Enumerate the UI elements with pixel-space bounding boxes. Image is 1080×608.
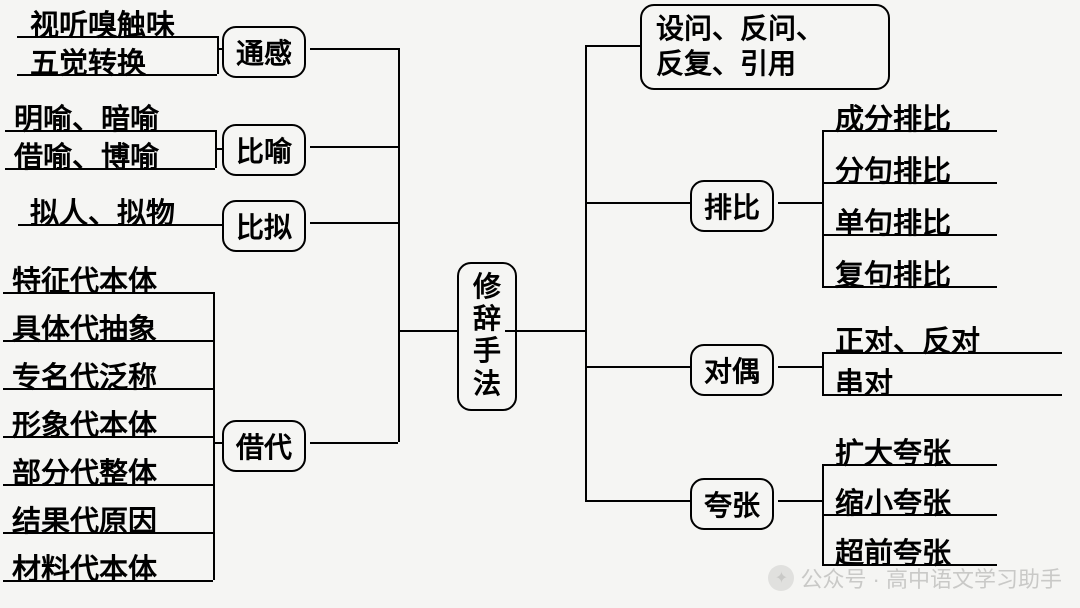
center-char-2: 辞 <box>473 304 501 336</box>
h-center-to-right <box>505 330 585 332</box>
node-jiedai-label: 借代 <box>236 426 292 466</box>
h-to-kuazhang <box>585 500 690 502</box>
underline-paibi-3 <box>822 234 997 236</box>
center-char-4: 法 <box>473 369 501 401</box>
v-left-bus <box>398 48 400 442</box>
underline-paibi-2 <box>822 182 997 184</box>
node-jiedai: 借代 <box>222 420 306 472</box>
v-right-bus <box>585 45 587 500</box>
h-to-righttop <box>585 45 640 47</box>
underline-tonggan-2 <box>17 74 217 76</box>
underline-biyu-2 <box>5 168 215 170</box>
bracket-jiedai-v <box>213 292 215 580</box>
underline-duiou-2 <box>822 394 1062 396</box>
underline-jiedai-5 <box>3 484 213 486</box>
underline-tonggan-1 <box>17 36 217 38</box>
h-biyu-out <box>310 146 398 148</box>
underline-jiedai-7 <box>3 580 213 582</box>
bracket-kuazhang-v <box>822 464 824 564</box>
underline-kuazhang-1 <box>822 464 997 466</box>
underline-jiedai-6 <box>3 532 213 534</box>
node-biyu: 比喻 <box>222 124 306 176</box>
conn-paibi-leaf <box>778 202 822 204</box>
underline-jiedai-3 <box>3 388 213 390</box>
wechat-icon: ✦ <box>768 565 794 591</box>
underline-jiedai-2 <box>3 340 213 342</box>
node-tonggan: 通感 <box>222 26 306 78</box>
h-left-to-center <box>398 330 457 332</box>
conn-kuazhang-leaf <box>778 500 822 502</box>
underline-paibi-1 <box>822 130 997 132</box>
conn-tonggan-leaf <box>217 48 222 50</box>
center-node: 修 辞 手 法 <box>457 262 517 411</box>
node-duiou-label: 对偶 <box>704 350 760 390</box>
underline-biyu-1 <box>5 130 215 132</box>
bracket-tonggan-v <box>217 36 219 74</box>
underline-paibi-4 <box>822 286 997 288</box>
node-kuazhang: 夸张 <box>690 478 774 530</box>
node-duiou: 对偶 <box>690 344 774 396</box>
node-bini: 比拟 <box>222 200 306 252</box>
conn-duiou-leaf <box>778 366 822 368</box>
h-to-paibi <box>585 202 690 204</box>
conn-bini-leaf <box>218 224 222 226</box>
watermark: ✦ 公众号 · 高中语文学习助手 <box>768 562 1062 594</box>
underline-duiou-1 <box>822 352 1062 354</box>
node-kuazhang-label: 夸张 <box>704 484 760 524</box>
bracket-duiou-v <box>822 352 824 394</box>
node-right-top-label: 设问、反问、 反复、引用 <box>656 12 824 82</box>
center-char-3: 手 <box>473 336 501 368</box>
center-char-1: 修 <box>473 272 501 304</box>
watermark-text: 公众号 · 高中语文学习助手 <box>800 562 1062 594</box>
h-to-duiou <box>585 366 690 368</box>
underline-kuazhang-2 <box>822 514 997 516</box>
node-tonggan-label: 通感 <box>236 32 292 72</box>
diagram-container: 修 辞 手 法 通感 比喻 比拟 借代 视听嗅触味 五觉转换 明喻、暗喻 借喻、… <box>0 0 1080 608</box>
h-bini-out <box>310 222 398 224</box>
node-biyu-label: 比喻 <box>236 130 292 170</box>
conn-jiedai-leaf <box>213 442 222 444</box>
h-jiedai-out <box>310 442 398 444</box>
conn-biyu-leaf <box>215 148 222 150</box>
node-right-top: 设问、反问、 反复、引用 <box>640 4 890 90</box>
node-paibi-label: 排比 <box>704 186 760 226</box>
h-tonggan-out <box>310 48 398 50</box>
node-bini-label: 比拟 <box>236 206 292 246</box>
underline-jiedai-4 <box>3 436 213 438</box>
node-paibi: 排比 <box>690 180 774 232</box>
underline-bini-1 <box>18 224 218 226</box>
bracket-paibi-v <box>822 130 824 286</box>
underline-jiedai-1 <box>3 292 213 294</box>
